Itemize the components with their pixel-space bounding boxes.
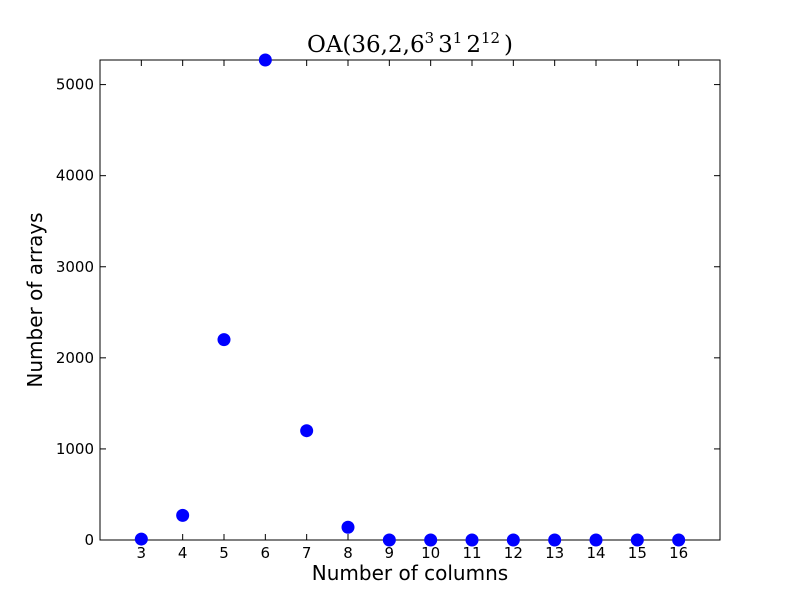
data-point xyxy=(134,532,148,546)
y-tick-label: 2000 xyxy=(56,349,94,367)
x-axis-label: Number of columns xyxy=(312,561,508,585)
x-tick-label: 16 xyxy=(669,544,688,562)
x-tick-label: 4 xyxy=(178,544,188,562)
data-point xyxy=(589,533,603,547)
x-tick-label: 13 xyxy=(545,544,564,562)
y-tick-label: 5000 xyxy=(56,76,94,94)
data-point xyxy=(258,53,272,67)
y-tick-label: 4000 xyxy=(56,167,94,185)
x-tick-label: 9 xyxy=(385,544,395,562)
y-tick-label: 3000 xyxy=(56,258,94,276)
x-tick-label: 5 xyxy=(219,544,229,562)
chart-title: OA(36,2,63 31 212) xyxy=(307,29,513,58)
x-tick-label: 8 xyxy=(343,544,353,562)
x-tick-label: 7 xyxy=(302,544,312,562)
x-tick-label: 11 xyxy=(462,544,481,562)
y-tick-label: 0 xyxy=(84,531,94,549)
data-point xyxy=(176,508,190,522)
y-tick-label: 1000 xyxy=(56,440,94,458)
x-tick-label: 10 xyxy=(421,544,440,562)
axis-ticks: 3 4 5 6 7 8 9 10 11 12 13 14 15 16 0 1000 2000 3000 4000 50… xyxy=(56,60,720,562)
data-point xyxy=(217,333,231,347)
x-tick-label: 14 xyxy=(586,544,605,562)
data-point xyxy=(506,533,520,547)
x-tick-label: 3 xyxy=(137,544,147,562)
x-tick-label: 6 xyxy=(261,544,271,562)
x-tick-label: 12 xyxy=(504,544,523,562)
data-point xyxy=(382,533,396,547)
data-points xyxy=(134,53,686,547)
data-point xyxy=(424,533,438,547)
plot-area-frame xyxy=(99,59,721,541)
y-axis-label: Number of arrays xyxy=(23,212,47,387)
data-point xyxy=(630,533,644,547)
data-point xyxy=(548,533,562,547)
data-point xyxy=(341,520,355,534)
data-point xyxy=(465,533,479,547)
data-point xyxy=(672,533,686,547)
x-tick-label: 15 xyxy=(628,544,647,562)
data-point xyxy=(300,424,314,438)
